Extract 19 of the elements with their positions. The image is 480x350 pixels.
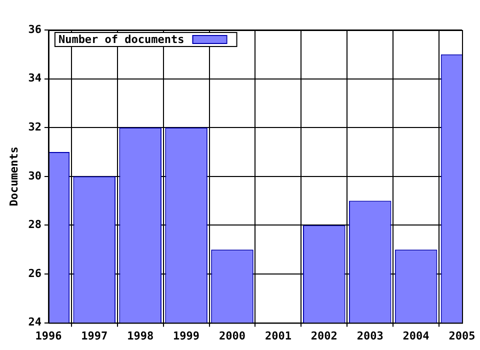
- y-axis-title: Documents: [7, 146, 20, 206]
- x-tick-label: 2005: [448, 329, 476, 342]
- y-tick-label: 28: [28, 218, 42, 232]
- x-tick-label: 2003: [356, 329, 384, 342]
- y-tick-label: 32: [28, 120, 42, 134]
- y-tick-label: 30: [28, 169, 42, 182]
- legend-label: Number of documents: [58, 32, 184, 46]
- x-tick-label: 1998: [127, 329, 154, 342]
- y-tick-label: 26: [28, 266, 42, 280]
- y-tick-label: 24: [28, 316, 42, 329]
- x-tick-label: 2001: [264, 329, 292, 342]
- x-tick-label: 2004: [402, 329, 430, 342]
- y-tick-label: 36: [28, 22, 42, 36]
- y-tick-label: 34: [28, 72, 42, 85]
- x-tick-label: 2002: [310, 329, 338, 342]
- x-tick-label: 1997: [81, 329, 108, 342]
- x-tick-label: 2000: [218, 329, 246, 342]
- x-tick-label: 1996: [35, 329, 62, 342]
- x-tick-label: 1999: [173, 329, 200, 342]
